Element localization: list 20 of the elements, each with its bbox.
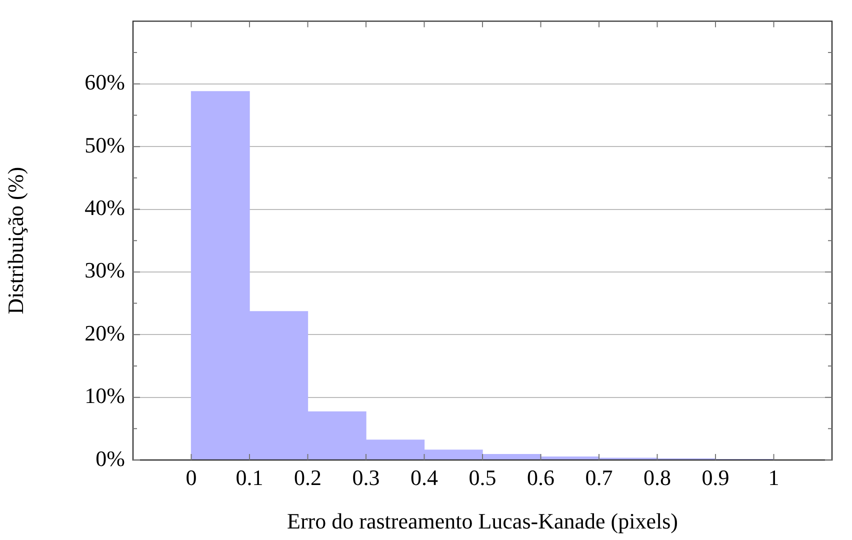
x-tick-label: 0.5 [468, 464, 496, 490]
x-tick-label: 0.2 [294, 464, 322, 490]
y-tick-label: 30% [84, 258, 125, 283]
x-tick-label: 0.8 [644, 464, 671, 490]
x-tick-label: 0 [186, 464, 197, 490]
y-tick-label: 60% [84, 70, 125, 95]
y-axis-title: Distribuição (%) [2, 166, 28, 314]
y-tick-label: 0% [96, 446, 125, 471]
x-tick-label: 0.4 [410, 464, 438, 490]
x-tick-label: 1 [768, 464, 780, 490]
x-tick-label: 0.9 [702, 464, 730, 490]
x-axis-title: Erro do rastreamento Lucas-Kanade (pixels) [287, 508, 678, 534]
x-tick-label: 0.6 [527, 464, 554, 490]
y-tick-label: 40% [84, 195, 125, 220]
y-tick-label: 10% [84, 383, 125, 408]
x-tick-label: 0.3 [352, 464, 380, 490]
x-tick-label: 0.7 [585, 464, 613, 490]
y-tick-label: 20% [84, 320, 125, 346]
x-tick-label: 0.1 [236, 464, 264, 490]
y-tick-label: 50% [84, 132, 125, 158]
